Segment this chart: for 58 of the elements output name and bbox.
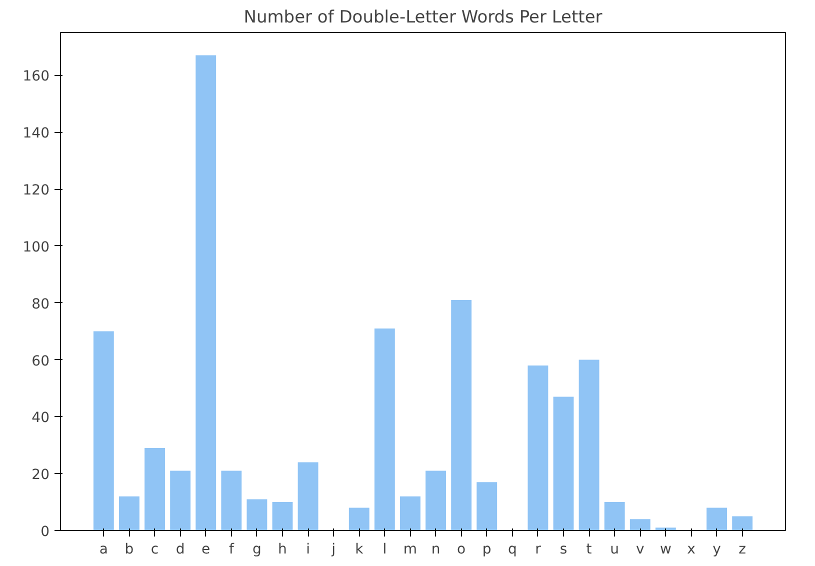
x-tick-label: d <box>176 542 185 558</box>
bar <box>272 502 293 530</box>
bar <box>246 499 268 530</box>
y-tick-label: 120 <box>22 182 50 199</box>
bar <box>630 519 650 530</box>
bar <box>706 508 727 530</box>
y-tick-label: 100 <box>22 239 50 256</box>
bar <box>374 328 395 530</box>
bar <box>119 496 140 530</box>
bar <box>604 502 625 530</box>
x-tick-label: p <box>482 542 492 558</box>
x-tick-label: y <box>712 542 721 558</box>
x-tick-label: t <box>586 542 592 558</box>
x-tick-label: v <box>636 542 644 558</box>
x-tick-label: w <box>660 542 672 558</box>
bar <box>144 448 165 530</box>
x-tick-label: f <box>228 542 235 558</box>
x-tick-label: b <box>124 542 134 558</box>
x-tick-label: l <box>382 542 387 558</box>
y-tick-label: 0 <box>40 524 50 540</box>
x-tick-label: n <box>431 542 440 558</box>
x-tick-label: e <box>202 542 210 558</box>
x-tick-label: k <box>355 542 364 558</box>
x-tick-label: u <box>610 542 620 558</box>
x-tick-label: x <box>687 542 696 558</box>
y-tick-label: 160 <box>22 68 50 85</box>
x-tick-label: i <box>306 542 310 558</box>
x-tick-label: g <box>252 542 262 558</box>
x-tick-label: o <box>457 542 466 558</box>
bar <box>528 365 548 530</box>
bar <box>348 508 370 530</box>
x-tick-label: c <box>150 542 159 558</box>
bar <box>196 55 216 530</box>
x-tick-label: z <box>738 542 746 558</box>
x-tick-label: j <box>330 542 336 558</box>
bar <box>451 300 472 530</box>
bar <box>553 396 574 530</box>
bar <box>426 470 446 530</box>
bar <box>732 516 753 530</box>
bar <box>170 470 191 530</box>
y-tick-label: 20 <box>32 467 50 484</box>
x-tick-label: q <box>508 542 517 558</box>
bar <box>578 360 600 530</box>
y-tick-label: 140 <box>22 126 50 142</box>
bar <box>298 462 318 530</box>
bar <box>221 470 242 530</box>
y-tick-label: 80 <box>32 296 50 312</box>
y-tick-label: 40 <box>32 410 50 426</box>
x-tick-label: h <box>278 542 287 558</box>
bar <box>476 482 498 530</box>
bar <box>400 496 420 530</box>
chart-title: Number of Double-Letter Words Per Letter <box>244 8 602 28</box>
bar <box>93 331 114 530</box>
x-tick-label: s <box>560 542 568 558</box>
x-tick-label: m <box>403 542 418 558</box>
y-tick-label: 60 <box>32 353 50 370</box>
x-tick-label: a <box>99 542 108 558</box>
x-tick-label: r <box>535 542 542 558</box>
